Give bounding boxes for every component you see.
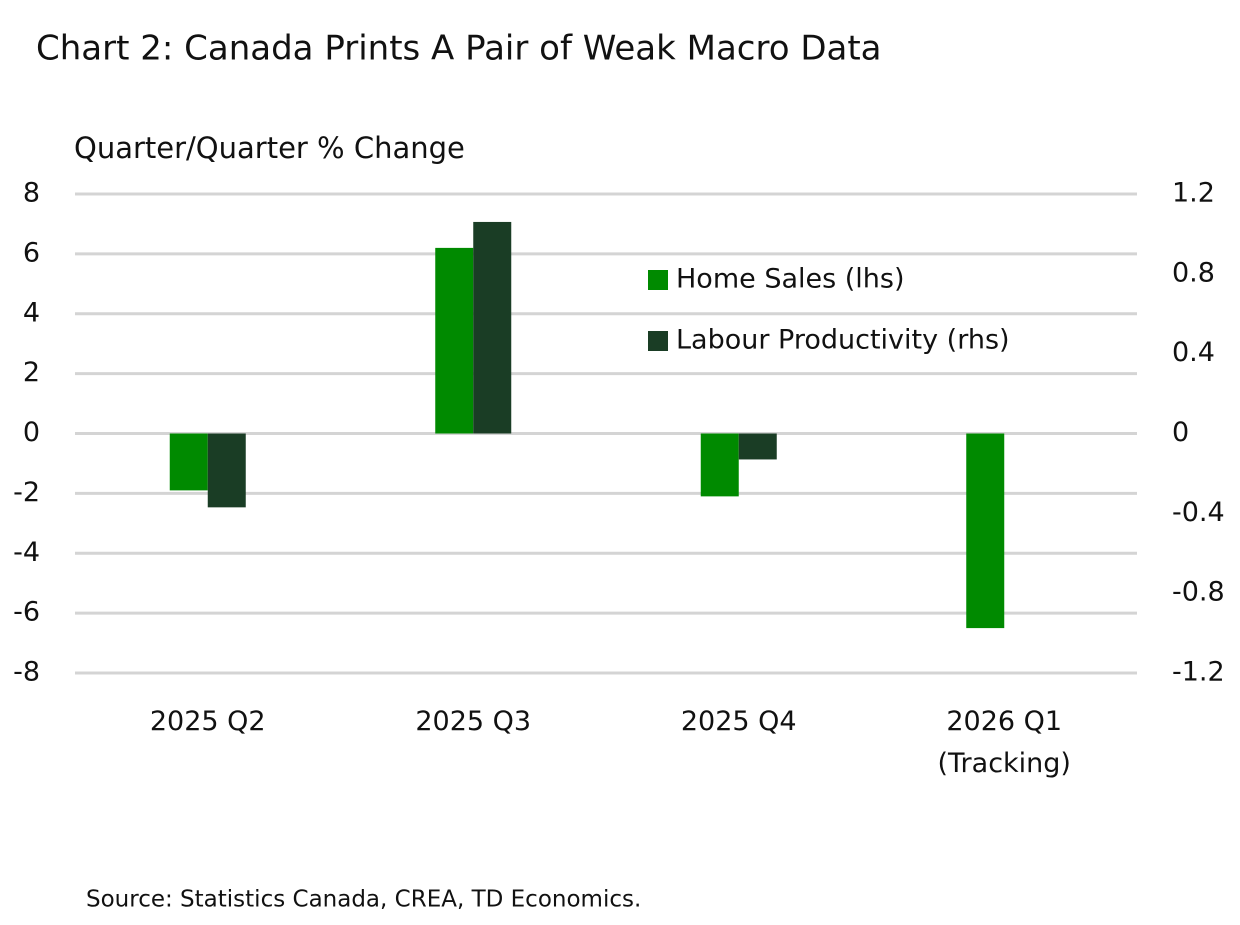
legend-label: Labour Productivity (rhs) — [676, 325, 1010, 356]
chart-title: Chart 2: Canada Prints A Pair of Weak Ma… — [36, 29, 882, 69]
y2-tick-label: 0.8 — [1172, 257, 1215, 288]
bar — [738, 433, 777, 460]
y2-tick-label: 0 — [1172, 417, 1189, 448]
bar — [207, 433, 246, 508]
bar — [966, 433, 1005, 629]
source-note: Source: Statistics Canada, CREA, TD Econ… — [86, 887, 641, 913]
bar — [473, 221, 512, 434]
bar — [435, 247, 474, 434]
y2-tick-label: 1.2 — [1172, 178, 1215, 209]
y2-tick-label: -1.2 — [1172, 657, 1225, 688]
x-tick-label: 2025 Q2 — [150, 706, 266, 737]
y-axis-title: Quarter/Quarter % Change — [74, 131, 465, 165]
y-tick-label: 8 — [23, 178, 40, 209]
legend-swatch — [648, 331, 668, 351]
x-tick-label: 2025 Q3 — [415, 706, 531, 737]
y-tick-label: -6 — [13, 597, 40, 628]
legend-swatch — [648, 270, 668, 290]
legend-label: Home Sales (lhs) — [676, 264, 905, 295]
bar — [169, 433, 208, 491]
y-tick-label: -2 — [13, 477, 40, 508]
x-tick-label: 2025 Q4 — [681, 706, 797, 737]
x-tick-label: 2026 Q1 (Tracking) — [938, 706, 1071, 779]
y-tick-label: 2 — [23, 357, 40, 388]
y-tick-label: -4 — [13, 537, 40, 568]
y2-tick-label: -0.4 — [1172, 497, 1225, 528]
y2-tick-label: 0.4 — [1172, 337, 1215, 368]
y-tick-label: 6 — [23, 237, 40, 268]
y-tick-label: 0 — [23, 417, 40, 448]
bar — [700, 433, 739, 497]
y-tick-label: 4 — [23, 297, 40, 328]
y2-tick-label: -0.8 — [1172, 577, 1225, 608]
y-tick-label: -8 — [13, 657, 40, 688]
